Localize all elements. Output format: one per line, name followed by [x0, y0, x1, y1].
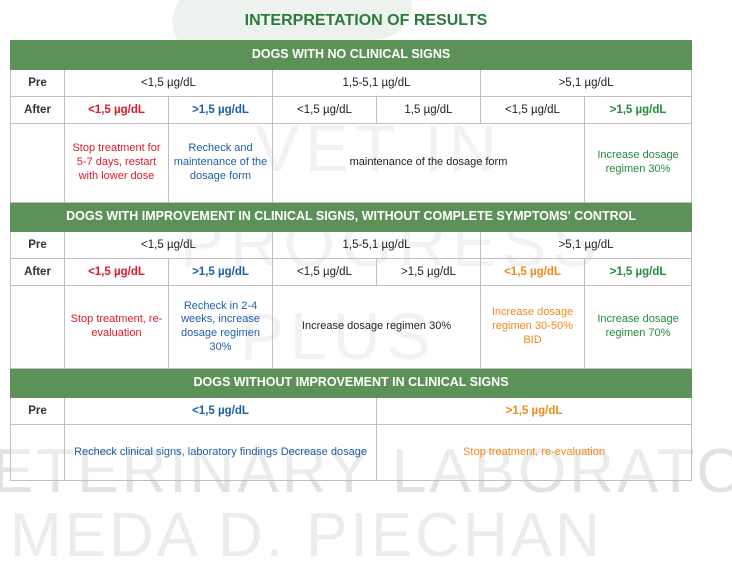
- after-value-cell: <1,5 µg/dL: [272, 258, 377, 286]
- row-label-pre: Pre: [10, 231, 65, 259]
- row-label-after: After: [10, 96, 65, 124]
- pre-value-cell: >1,5 µg/dL: [375, 397, 693, 425]
- pre-value-cell: <1,5 µg/dL: [64, 231, 273, 259]
- action-cell: Increase dosage regimen 70%: [583, 285, 693, 369]
- section-header-no-clinical-signs: DOGS WITH NO CLINICAL SIGNS: [9, 40, 693, 70]
- watermark-text-5: MEDA D. PIECHAN: [10, 501, 603, 570]
- action-cell: Increase dosage regimen 30%: [583, 123, 693, 203]
- action-cell: Stop treatment, re-evaluation: [64, 285, 169, 369]
- empty-label-cell: [10, 123, 65, 203]
- row-label-after: After: [10, 258, 65, 286]
- empty-label-cell: [10, 285, 65, 369]
- section-header-partial-improvement: DOGS WITH IMPROVEMENT IN CLINICAL SIGNS,…: [9, 202, 693, 232]
- action-cell: Stop treatment, re-evaluation: [375, 424, 693, 481]
- pre-value-cell: >5,1 µg/dL: [479, 231, 693, 259]
- after-value-cell: <1,5 µg/dL: [480, 96, 585, 124]
- pre-value-cell: <1,5 µg/dL: [64, 397, 377, 425]
- action-cell: Recheck in 2-4 weeks, increase dosage re…: [168, 285, 273, 369]
- results-table: DOGS WITH NO CLINICAL SIGNS Pre <1,5 µg/…: [9, 40, 693, 481]
- after-value-cell: >1,5 µg/dL: [583, 258, 693, 286]
- after-value-cell: 1,5 µg/dL: [376, 96, 481, 124]
- after-value-cell: <1,5 µg/dL: [64, 96, 169, 124]
- pre-value-cell: 1,5-5,1 µg/dL: [272, 231, 481, 259]
- action-cell: Stop treatment for 5-7 days, restart wit…: [64, 123, 169, 203]
- action-cell: Increase dosage regimen 30%: [272, 285, 481, 369]
- after-value-cell: >1,5 µg/dL: [168, 96, 273, 124]
- row-label-pre: Pre: [10, 69, 65, 97]
- action-cell: maintenance of the dosage form: [272, 123, 585, 203]
- pre-value-cell: >5,1 µg/dL: [479, 69, 693, 97]
- action-cell: Recheck and maintenance of the dosage fo…: [168, 123, 273, 203]
- after-value-cell: >1,5 µg/dL: [583, 96, 693, 124]
- action-cell: Recheck clinical signs, laboratory findi…: [64, 424, 377, 481]
- section-header-no-improvement: DOGS WITHOUT IMPROVEMENT IN CLINICAL SIG…: [9, 368, 693, 398]
- after-value-cell: >1,5 µg/dL: [376, 258, 481, 286]
- row-label-pre: Pre: [10, 397, 65, 425]
- after-value-cell: <1,5 µg/dL: [272, 96, 377, 124]
- after-value-cell: >1,5 µg/dL: [168, 258, 273, 286]
- page-title: INTERPRETATION OF RESULTS: [244, 12, 488, 29]
- pre-value-cell: 1,5-5,1 µg/dL: [272, 69, 481, 97]
- action-cell: Increase dosage regimen 30-50% BID: [480, 285, 585, 369]
- after-value-cell: <1,5 µg/dL: [64, 258, 169, 286]
- after-value-cell: <1,5 µg/dL: [480, 258, 585, 286]
- pre-value-cell: <1,5 µg/dL: [64, 69, 273, 97]
- empty-label-cell: [10, 424, 65, 481]
